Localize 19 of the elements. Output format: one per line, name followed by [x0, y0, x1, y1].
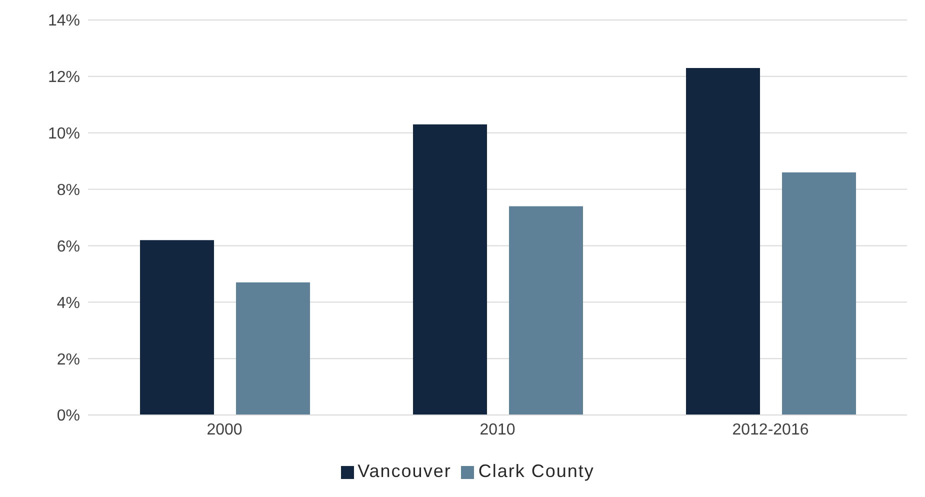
x-tick-label: 2012-2016 [732, 421, 809, 438]
bar [413, 124, 487, 415]
x-tick-label: 2000 [206, 421, 242, 438]
bar [509, 206, 583, 415]
y-tick-label: 14% [48, 12, 80, 30]
y-tick-label: 0% [56, 408, 80, 425]
legend-label: Vancouver [358, 461, 452, 481]
y-tick-label: 4% [56, 294, 80, 312]
bar [236, 282, 310, 415]
y-tick-label: 10% [48, 126, 80, 143]
bar [686, 68, 760, 415]
y-tick-label: 6% [56, 238, 80, 256]
bar [782, 172, 856, 415]
x-tick-label: 2010 [480, 421, 516, 438]
bar [140, 240, 214, 415]
y-tick-label: 12% [48, 69, 80, 86]
legend-label: Clark County [478, 461, 594, 481]
y-tick-label: 8% [56, 182, 80, 199]
y-tick-label: 2% [56, 351, 80, 368]
